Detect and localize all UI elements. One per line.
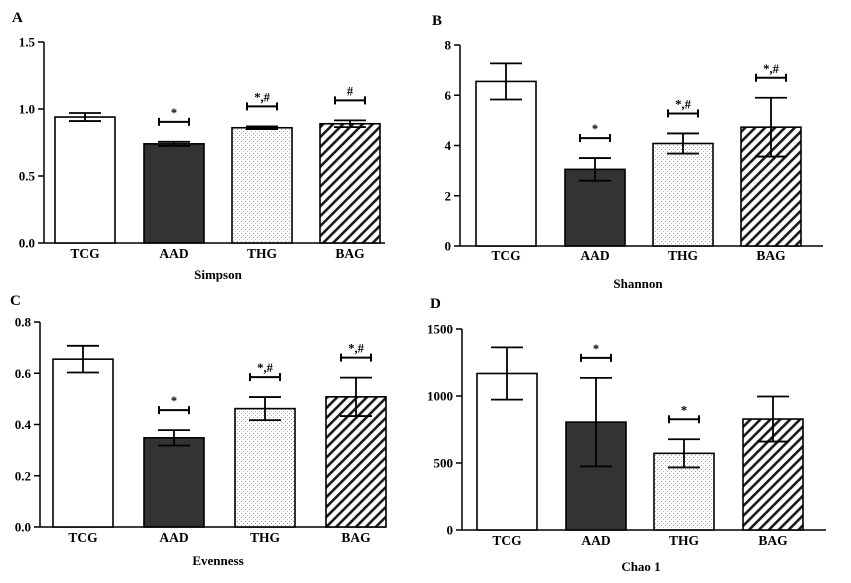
category-label: BAG bbox=[756, 248, 786, 263]
significance-label: * bbox=[171, 394, 177, 408]
bar-thg bbox=[234, 407, 296, 528]
significance-label: *,# bbox=[675, 97, 691, 111]
category-label: THG bbox=[250, 530, 281, 545]
category-label: AAD bbox=[580, 248, 609, 263]
category-label: TCG bbox=[491, 248, 521, 263]
significance-label: *,# bbox=[257, 361, 273, 375]
significance-label: *,# bbox=[348, 342, 364, 356]
y-tick-label: 0.5 bbox=[19, 169, 36, 184]
category-label: THG bbox=[669, 533, 700, 548]
y-tick-label: 1.5 bbox=[19, 35, 36, 50]
y-tick-label: 0.2 bbox=[15, 468, 31, 483]
bar-aad bbox=[143, 143, 205, 244]
panel-a: A 0.0 0.5 1.0 1.5 TCG * AAD *,# THG # BAG Simpson bbox=[12, 10, 385, 282]
x-axis-title: Shannon bbox=[613, 276, 663, 291]
panel-c: C 0.0 0.2 0.4 0.6 0.8 TCG * AAD *,# THG *,# BAG Evenn… bbox=[10, 293, 387, 568]
category-label: AAD bbox=[581, 533, 610, 548]
y-tick-label: 0.0 bbox=[15, 520, 31, 535]
panels-container: A 0.0 0.5 1.0 1.5 TCG * AAD *,# THG # BAG Simpson B 0 2… bbox=[10, 10, 826, 574]
panel-label: A bbox=[12, 10, 23, 26]
significance-label: * bbox=[592, 122, 598, 136]
significance-label: * bbox=[593, 342, 599, 356]
y-tick-label: 8 bbox=[445, 38, 452, 53]
y-tick-label: 0.8 bbox=[15, 315, 32, 330]
bar-aad bbox=[143, 437, 205, 528]
bar-thg bbox=[652, 142, 714, 247]
y-tick-label: 0 bbox=[447, 523, 454, 538]
panel-label: C bbox=[10, 293, 21, 309]
category-label: THG bbox=[247, 246, 278, 261]
significance-label: # bbox=[347, 84, 354, 98]
panel-b: B 0 2 4 6 8 TCG * AAD *,# THG *,# BAG Shannon bbox=[432, 13, 823, 291]
y-tick-label: 1500 bbox=[427, 322, 453, 337]
y-tick-label: 0.6 bbox=[15, 366, 32, 381]
category-label: BAG bbox=[758, 533, 788, 548]
y-tick-label: 500 bbox=[434, 456, 454, 471]
category-label: AAD bbox=[159, 530, 188, 545]
y-tick-label: 1.0 bbox=[19, 102, 35, 117]
category-label: TCG bbox=[492, 533, 522, 548]
bar-tcg bbox=[52, 358, 114, 528]
y-tick-label: 4 bbox=[445, 138, 452, 153]
x-axis-title: Evenness bbox=[192, 553, 243, 568]
bar-thg bbox=[231, 126, 293, 244]
panel-d: D 0 500 1000 1500 TCG * AAD * THG BAG Chao 1 bbox=[427, 296, 826, 574]
significance-label: * bbox=[681, 403, 687, 417]
y-tick-label: 1000 bbox=[427, 389, 453, 404]
significance-label: *,# bbox=[254, 90, 270, 104]
category-label: TCG bbox=[68, 530, 98, 545]
y-tick-label: 0.0 bbox=[19, 236, 35, 251]
y-tick-label: 0.4 bbox=[15, 417, 32, 432]
x-axis-title: Chao 1 bbox=[621, 559, 660, 574]
category-label: TCG bbox=[70, 246, 100, 261]
significance-label: *,# bbox=[763, 62, 779, 76]
category-label: BAG bbox=[341, 530, 371, 545]
y-tick-label: 0 bbox=[445, 239, 452, 254]
y-tick-label: 6 bbox=[445, 88, 452, 103]
significance-label: * bbox=[171, 106, 177, 120]
panel-label: D bbox=[430, 296, 441, 312]
category-label: THG bbox=[668, 248, 699, 263]
bar-tcg bbox=[475, 80, 537, 247]
y-tick-label: 2 bbox=[445, 188, 452, 203]
bar-bag bbox=[325, 396, 387, 528]
panel-label: B bbox=[432, 13, 442, 29]
category-label: AAD bbox=[159, 246, 188, 261]
bar-bag bbox=[319, 122, 381, 244]
category-label: BAG bbox=[335, 246, 365, 261]
x-axis-title: Simpson bbox=[194, 267, 242, 282]
bar-tcg bbox=[54, 116, 116, 244]
